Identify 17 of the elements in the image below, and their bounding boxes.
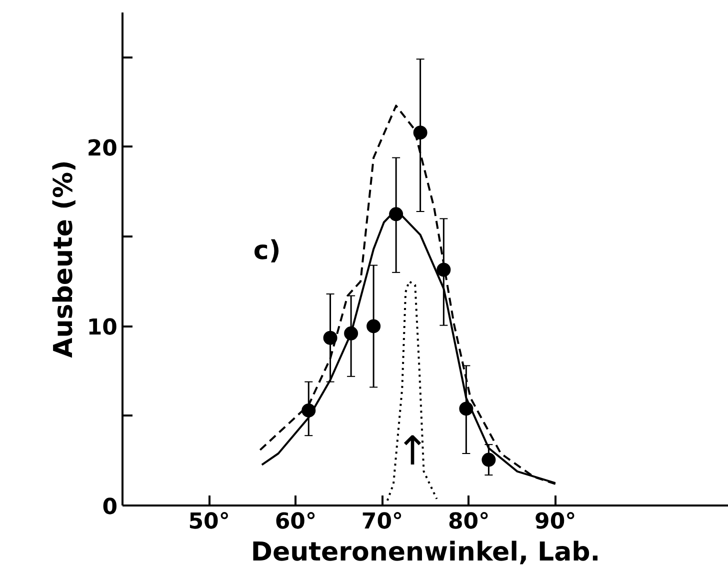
x-tick-label: 80° (448, 510, 490, 534)
x-tick-label: 70° (361, 510, 404, 534)
x-tick-label: 50° (188, 510, 230, 534)
x-tick-label: 60° (274, 510, 316, 534)
x-tick-label: 90° (534, 510, 576, 534)
point (323, 330, 338, 345)
point (413, 126, 428, 140)
point (482, 452, 496, 467)
x-axis-title: Deuteronenwinkel, Lab. (250, 538, 600, 568)
y-tick-label: 20 (86, 136, 118, 162)
point (366, 319, 381, 334)
y-tick-label: 10 (86, 316, 118, 341)
annotation: ↑ (396, 428, 430, 475)
line-series (386, 280, 438, 502)
y-axis-title: Ausbeute (%) (48, 160, 79, 358)
annotation: c) (253, 236, 281, 266)
y-tick-label: 0 (102, 495, 118, 520)
